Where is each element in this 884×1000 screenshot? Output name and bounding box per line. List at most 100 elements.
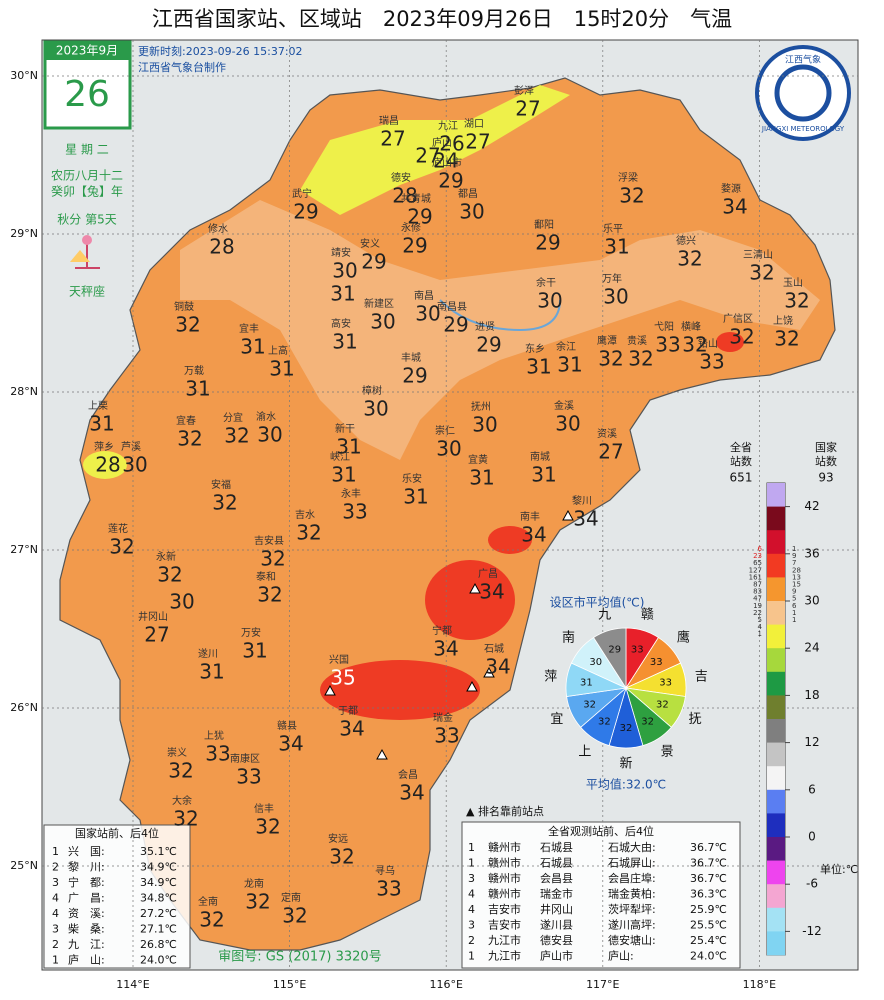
station-temp: 31 xyxy=(336,435,361,459)
station-temp: 30 xyxy=(370,310,395,334)
hot-zone xyxy=(488,526,532,554)
right-table-cell: 遂川高坪: xyxy=(608,918,656,932)
right-table-cell: 石城县 xyxy=(540,841,573,854)
station-name: 湖口 xyxy=(464,118,484,130)
right-table-cell: 庐山: xyxy=(608,949,634,963)
colorbar-label: 30 xyxy=(804,594,819,608)
station-name: 瑞昌 xyxy=(379,115,399,127)
colorbar-band xyxy=(767,931,785,956)
station-name: 庐山市 xyxy=(432,156,462,169)
count-national: 9 xyxy=(792,588,796,596)
station-temp: 33 xyxy=(205,742,230,766)
left-table-cell: 庐 山: xyxy=(68,953,105,967)
legend-unit: 单位:℃ xyxy=(820,862,858,876)
colorbar-label: -6 xyxy=(806,877,818,891)
station-name: 上犹 xyxy=(204,730,224,742)
pie-value: 33 xyxy=(650,657,663,668)
station-name: 莲花 xyxy=(108,522,128,535)
station-name: 南丰 xyxy=(520,510,540,523)
station-name: 樟树 xyxy=(362,384,382,397)
colorbar-label: -12 xyxy=(802,924,822,938)
station-name: 黎川 xyxy=(572,494,592,507)
lon-label: 118°E xyxy=(743,978,776,991)
station-temp: 32 xyxy=(784,289,809,313)
station-temp: 32 xyxy=(729,325,754,349)
marker xyxy=(376,748,388,760)
station-name: 乐平 xyxy=(603,223,623,235)
colorbar-band xyxy=(767,624,785,649)
count-all: 87 xyxy=(753,581,762,589)
left-table-cell: 24.0℃ xyxy=(140,954,177,967)
pie-city: 上 xyxy=(578,744,591,759)
calendar-header xyxy=(45,42,130,60)
station-name: 广昌 xyxy=(478,568,498,580)
left-table-cell: 1 xyxy=(52,954,59,967)
station-temp: 32 xyxy=(260,547,285,571)
right-table-cell: 茨坪犁坪: xyxy=(608,902,656,916)
station-name: 万年 xyxy=(602,272,622,285)
pie-city: 抚 xyxy=(689,712,702,727)
colorbar-band xyxy=(767,553,785,578)
station-name: 贵溪 xyxy=(627,334,647,347)
station-name: 德安 xyxy=(391,171,411,184)
station-temp: 32 xyxy=(255,815,280,839)
right-table-cell: 瑞金市 xyxy=(540,887,573,901)
left-table-cell: 34.9℃ xyxy=(140,876,177,889)
pie-city: 新 xyxy=(619,756,632,772)
left-table-cell: 兴 国: xyxy=(68,845,105,858)
right-table-cell: 庐山市 xyxy=(540,949,573,963)
station-temp: 30 xyxy=(537,289,562,313)
colorbar-label: 12 xyxy=(804,735,819,749)
station-temp: 27 xyxy=(515,97,540,121)
station-temp: 32 xyxy=(175,313,200,337)
station-name: 永新 xyxy=(156,550,176,563)
colorbar-band xyxy=(767,601,785,625)
colorbar-label: 6 xyxy=(808,782,816,796)
right-table-cell: 赣州市 xyxy=(488,840,521,854)
station-temp: 33 xyxy=(699,350,724,374)
right-table-cell: 石城大由: xyxy=(608,840,656,854)
station-temp: 33 xyxy=(342,500,367,524)
station-name: 彭泽 xyxy=(514,84,534,97)
colorbar-band xyxy=(767,671,785,696)
weekday: 星 期 二 xyxy=(65,143,109,157)
station-name: 石城 xyxy=(484,643,504,655)
station-temp: 27 xyxy=(598,440,623,464)
station-temp: 32 xyxy=(282,904,307,928)
station-temp: 34 xyxy=(433,637,458,661)
station-name: 万载 xyxy=(184,365,204,377)
station-temp: 26 xyxy=(439,132,464,156)
count-all: 127 xyxy=(749,566,762,574)
count-all: 6 xyxy=(758,545,763,553)
station-temp: 31 xyxy=(185,377,210,401)
station-name: 高安 xyxy=(331,317,351,330)
colorbar-band xyxy=(767,789,785,814)
station-temp: 30 xyxy=(459,200,484,224)
left-table-cell: 34.9℃ xyxy=(140,861,177,874)
right-table-cell: 瑞金黄柏: xyxy=(608,887,656,901)
station-temp: 30 xyxy=(169,590,194,614)
station-temp: 32 xyxy=(212,491,237,515)
station-name: 定南 xyxy=(281,891,301,904)
lat-label: 28°N xyxy=(10,385,38,398)
cool-zone xyxy=(83,451,127,479)
station-name: 宜春 xyxy=(176,414,196,427)
right-table-cell: 1 xyxy=(468,950,475,963)
station-name: 余江 xyxy=(556,340,576,353)
colorbar-band xyxy=(767,483,785,507)
count-national: 1 xyxy=(792,545,796,553)
station-name: 横峰 xyxy=(681,320,701,333)
station-temp: 32 xyxy=(677,247,702,271)
station-temp: 30 xyxy=(257,423,282,447)
lon-label: 114°E xyxy=(116,978,149,991)
station-temp: 34 xyxy=(278,732,303,756)
count-national: 5 xyxy=(792,595,796,603)
right-table-cell: 36.7℃ xyxy=(690,872,727,885)
station-name: 南昌县 xyxy=(437,300,467,313)
pie-value: 32 xyxy=(656,700,669,711)
lat-label: 30°N xyxy=(10,69,38,82)
lon-label: 116°E xyxy=(429,978,462,991)
station-temp: 33 xyxy=(376,877,401,901)
pie-city: 九 xyxy=(598,608,611,623)
station-name: 共青城 xyxy=(401,192,431,205)
